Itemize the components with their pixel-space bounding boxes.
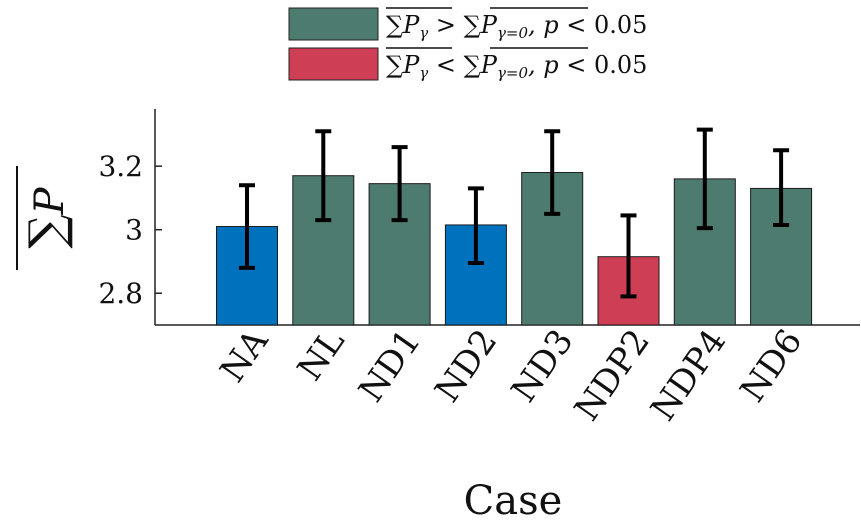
y-tick-label: 2.8 <box>98 277 143 310</box>
legend-swatch-greater <box>288 7 379 41</box>
legend-label-greater: ∑Pγ > ∑Pγ=0, p < 0.05 <box>386 11 647 42</box>
x-tick-label-nd3: ND3 <box>504 322 582 409</box>
svg-text:∑P: ∑P <box>19 186 75 248</box>
error-bar-na <box>239 183 255 270</box>
error-bar-ndp2 <box>620 213 637 299</box>
error-bar-nl <box>315 129 332 223</box>
bars <box>216 172 813 326</box>
x-tick-label-nd6: ND6 <box>733 322 811 409</box>
y-tick-label: 3 <box>125 214 143 247</box>
legend-label-less: ∑Pγ < ∑Pγ=0, p < 0.05 <box>386 51 647 82</box>
x-tick-label-nd1: ND1 <box>351 322 429 409</box>
legend: ∑Pγ > ∑Pγ=0, p < 0.05 ∑Pγ < ∑Pγ=0, p < 0… <box>288 7 647 82</box>
x-tick-label-ndp2: NDP2 <box>567 322 658 428</box>
y-ticks: 2.8 3 3.2 <box>98 150 162 310</box>
x-axis-title: Case <box>464 478 563 524</box>
error-bar-nd2 <box>467 186 484 266</box>
error-bar-nd1 <box>391 145 408 223</box>
x-tick-label-na: NA <box>212 322 276 390</box>
bar-nd1 <box>368 183 431 326</box>
y-axis-title: ∑P <box>16 166 75 270</box>
x-tick-label-ndp4: NDP4 <box>643 322 734 428</box>
x-tick-label-nd2: ND2 <box>427 322 505 409</box>
legend-swatch-less <box>288 47 379 81</box>
error-bar-nd3 <box>544 129 561 216</box>
x-tick-label-nl: NL <box>290 322 353 388</box>
error-bar-nd6 <box>773 148 790 227</box>
error-bars <box>239 127 790 299</box>
error-bar-ndp4 <box>696 127 713 231</box>
y-tick-label: 3.2 <box>98 150 143 183</box>
